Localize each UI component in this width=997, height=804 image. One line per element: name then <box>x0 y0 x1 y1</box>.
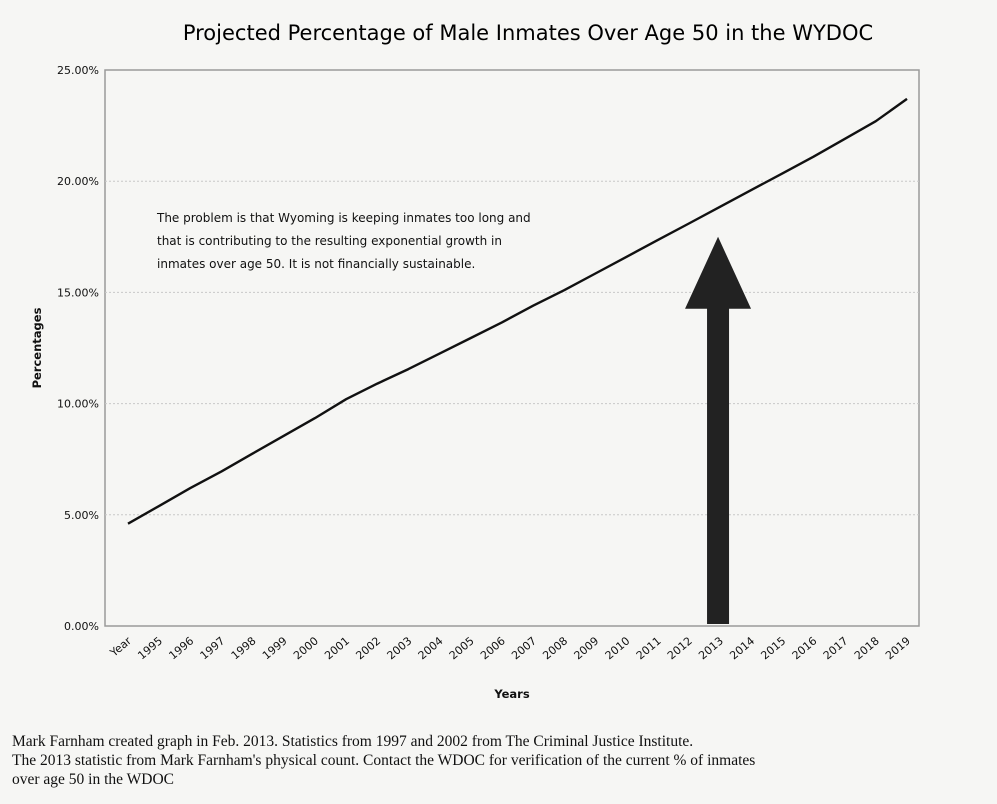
x-tick-label: 2006 <box>478 634 508 662</box>
annotation-text: The problem is that Wyoming is keeping i… <box>156 211 531 225</box>
x-tick-label: 2019 <box>883 634 913 662</box>
gridlines <box>105 180 919 516</box>
x-tick-label: 2013 <box>696 634 726 662</box>
chart-title: Projected Percentage of Male Inmates Ove… <box>183 21 873 45</box>
x-tick-label: 2004 <box>416 634 446 662</box>
x-tick-label: 2012 <box>665 634 695 662</box>
caption-line: The 2013 statistic from Mark Farnham's p… <box>12 752 756 769</box>
annotation-text: that is contributing to the resulting ex… <box>157 234 502 248</box>
x-tick-label: 1997 <box>198 634 228 662</box>
y-tick-label: 5.00% <box>64 509 99 522</box>
x-tick-label: 2000 <box>291 634 321 662</box>
x-tick-label: 2007 <box>509 634 539 662</box>
chart: Projected Percentage of Male Inmates Ove… <box>30 21 920 701</box>
x-tick-label: 2010 <box>603 634 633 662</box>
y-tick-label: 10.00% <box>57 398 99 411</box>
x-tick-label: 2011 <box>634 634 664 662</box>
x-tick-label: 2005 <box>447 634 477 662</box>
x-tick-label: 1998 <box>229 634 259 662</box>
annotation-text: inmates over age 50. It is not financial… <box>157 257 475 271</box>
x-tick-label: 2018 <box>852 634 882 662</box>
x-tick-label: 2016 <box>790 634 820 662</box>
x-tick-label: 2001 <box>322 634 352 662</box>
caption: Mark Farnham created graph in Feb. 2013.… <box>12 732 992 789</box>
x-tick-label: 2002 <box>353 634 383 662</box>
caption-line: over age 50 in the WDOC <box>12 771 174 788</box>
y-tick-label: 25.00% <box>57 64 99 77</box>
y-tick-label: 20.00% <box>57 175 99 188</box>
x-tick-label: 2008 <box>540 634 570 662</box>
y-tick-labels: 0.00% 5.00% 10.00% 15.00% 20.00% 25.00% <box>57 64 99 633</box>
arrow-annotation <box>685 236 752 625</box>
y-tick-label: 15.00% <box>57 286 99 299</box>
x-tick-label: 1995 <box>135 634 165 662</box>
annotations: The problem is that Wyoming is keeping i… <box>156 211 752 625</box>
x-tick-label: 1999 <box>260 634 290 662</box>
x-tick-labels: Year 1995 1996 1997 1998 1999 2000 2001 2002 2003… <box>107 634 913 662</box>
x-tick-label: 2014 <box>727 634 757 662</box>
plot-area <box>104 69 920 627</box>
series-line <box>127 97 908 525</box>
x-tick-label: Year <box>107 634 134 660</box>
x-axis-label: Years <box>493 687 530 701</box>
x-tick-label: 1996 <box>166 634 196 662</box>
series-lines <box>127 97 908 525</box>
y-tick-label: 0.00% <box>64 620 99 633</box>
y-axis-label: Percentages <box>30 307 44 388</box>
x-tick-label: 2015 <box>758 634 788 662</box>
x-tick-label: 2003 <box>385 634 415 662</box>
x-tick-label: 2009 <box>572 634 602 662</box>
caption-line: Mark Farnham created graph in Feb. 2013.… <box>12 733 694 750</box>
x-tick-label: 2017 <box>821 634 851 662</box>
